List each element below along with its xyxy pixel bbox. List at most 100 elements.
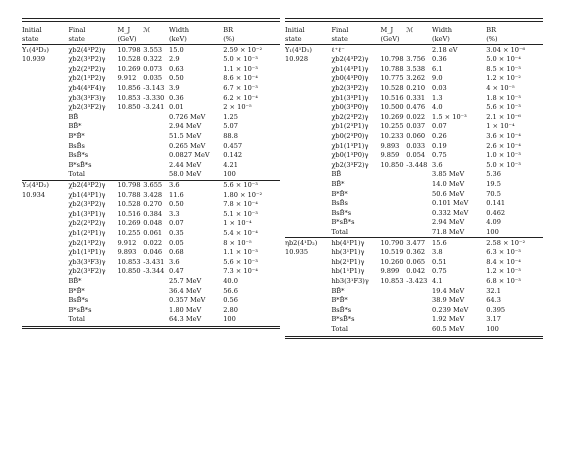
column-header	[143, 34, 170, 46]
width-value: 3.6	[169, 181, 180, 189]
initial-mass	[285, 267, 331, 277]
matrix-element: 0.065	[406, 257, 426, 266]
header-row: Initial Final M_J ℳ Width BR	[22, 20, 280, 35]
final-state: χb2(2³P2)γ	[68, 64, 106, 73]
final-state: χb2(4³P2)γ	[331, 55, 369, 64]
branching-ratio: 8.4 × 10⁻⁴	[486, 257, 521, 266]
table-row: 10.934 χb1(4³P1)γ 10.788 3.428 11.6 1.80 × 10…	[22, 190, 280, 200]
mass-value: 10.269	[117, 64, 141, 73]
column-header: Initial	[22, 20, 69, 35]
initial-mass	[285, 227, 332, 239]
matrix-element	[406, 208, 432, 218]
width-value: 60.5 MeV	[432, 324, 465, 333]
mass-value	[380, 315, 406, 325]
initial-mass	[285, 296, 331, 306]
matrix-element: -3.241	[143, 103, 165, 112]
width-value: 36.4 MeV	[169, 286, 202, 295]
final-state: hb(1¹P1)γ	[331, 267, 365, 276]
mass-value	[117, 151, 143, 161]
table-row: χb1(2³P1)γ 10.255 0.037 0.07 1 × 10⁻⁴	[285, 122, 543, 132]
branching-ratio: 0.56	[223, 296, 238, 305]
matrix-element: 0.022	[143, 238, 163, 247]
width-value: 0.35	[169, 228, 184, 237]
matrix-element: -3.431	[143, 257, 165, 266]
column-header: Width	[169, 20, 224, 35]
branching-ratio: 1.0 × 10⁻³	[486, 151, 521, 160]
final-state: BsB̄s	[331, 199, 348, 208]
matrix-element	[406, 296, 432, 306]
table-row: BB̄* 19.4 MeV 32.1	[285, 286, 543, 296]
initial-state: Υ₁(4³D₃)	[22, 45, 49, 54]
initial-mass	[285, 180, 331, 190]
branching-ratio: 8.5 × 10⁻³	[486, 64, 521, 73]
matrix-element	[406, 170, 432, 180]
initial-mass	[22, 238, 68, 248]
matrix-element: 0.054	[406, 151, 426, 160]
width-value: 0.07	[169, 219, 184, 228]
width-value: 58.0 MeV	[169, 169, 224, 181]
matrix-element	[143, 305, 169, 315]
final-state: BB̄	[68, 112, 79, 121]
matrix-element	[406, 45, 432, 55]
width-value: 0.726 MeV	[169, 112, 206, 121]
initial-mass	[285, 141, 331, 151]
table-row: χb0(2³P0)γ 10.233 0.060 0.26 3.6 × 10⁻⁴	[285, 132, 543, 142]
final-state: χb2(2³P2)γ	[331, 112, 369, 121]
branching-ratio: 3.17	[486, 315, 501, 324]
initial-mass: 10.939	[22, 55, 46, 64]
mass-value: 9.859	[380, 151, 400, 160]
final-state: χb1(1³P1)γ	[68, 248, 106, 257]
final-state: B*B̄*	[331, 296, 348, 305]
final-state: BB̄*	[68, 122, 82, 131]
mass-value: 10.528	[380, 84, 404, 93]
initial-mass	[22, 74, 68, 84]
width-value: 3.6	[432, 160, 443, 169]
final-state: BsB̄*s	[331, 305, 352, 314]
width-value: 15.6	[432, 238, 447, 247]
branching-ratio: 4.09	[486, 218, 501, 227]
matrix-element: 0.060	[406, 132, 426, 141]
table-row: Υ₂(4³D₂) χb2(4³P2)γ 10.798 3.655 3.6 5.6 × 10…	[22, 180, 280, 190]
table-row: BB̄ 3.85 MeV 5.36	[285, 170, 543, 180]
final-state: B*B̄*	[331, 189, 348, 198]
mass-value	[380, 305, 406, 315]
initial-mass	[285, 324, 331, 334]
table-row: χb2(1³P2)γ 9.912 0.035 0.50 8.6 × 10⁻⁴	[22, 74, 280, 84]
table-row: BsB̄*s 0.0827 MeV 0.142	[22, 151, 280, 161]
width-value: 51.5 MeV	[169, 132, 202, 141]
table-row: B*B̄* 50.6 MeV 70.5	[285, 189, 543, 199]
mass-value: 10.798	[117, 45, 141, 54]
initial-mass	[285, 151, 331, 161]
initial-state: ηb2(4¹D₂)	[285, 238, 318, 247]
matrix-element: 3.655	[143, 181, 163, 189]
final-state: hb(3¹P1)γ	[331, 248, 365, 257]
matrix-element	[406, 286, 432, 296]
table-row: χb2(3³P2)γ 10.528 0.270 0.50 7.8 × 10⁻⁴	[22, 200, 280, 210]
matrix-element	[406, 315, 432, 325]
initial-mass	[22, 103, 68, 113]
branching-ratio: 100	[223, 315, 236, 324]
column-header: state	[285, 34, 332, 46]
mass-value	[380, 227, 407, 239]
column-header: Final	[68, 20, 118, 35]
mass-value	[117, 112, 143, 122]
width-value: 15.0	[169, 45, 184, 54]
final-state: BB̄*	[68, 276, 82, 285]
mass-value: 10.853	[380, 276, 404, 285]
table-row: χb1(1³P1)γ 9.893 0.046 0.68 1.1 × 10⁻³	[22, 248, 280, 258]
branching-ratio: 100	[486, 324, 499, 333]
mass-value: 10.255	[380, 122, 404, 131]
final-state: B*sB̄*s	[331, 218, 355, 227]
table-row: Total 58.0 MeV 100	[22, 169, 280, 181]
width-value: 19.4 MeV	[432, 286, 465, 295]
initial-mass	[285, 103, 331, 113]
branching-ratio: 2.1 × 10⁻⁶	[486, 112, 521, 121]
width-value: 1.80 MeV	[169, 305, 202, 314]
mass-value: 10.788	[380, 64, 404, 73]
table-row: B*B̄* 51.5 MeV 88.8	[22, 132, 280, 142]
initial-mass	[285, 208, 331, 218]
width-value: 0.36	[432, 55, 447, 64]
final-state: χb1(4³P1)γ	[68, 190, 106, 199]
branching-ratio: 1.2 × 10⁻²	[486, 74, 521, 83]
final-state: χb0(3³P0)γ	[331, 103, 369, 112]
